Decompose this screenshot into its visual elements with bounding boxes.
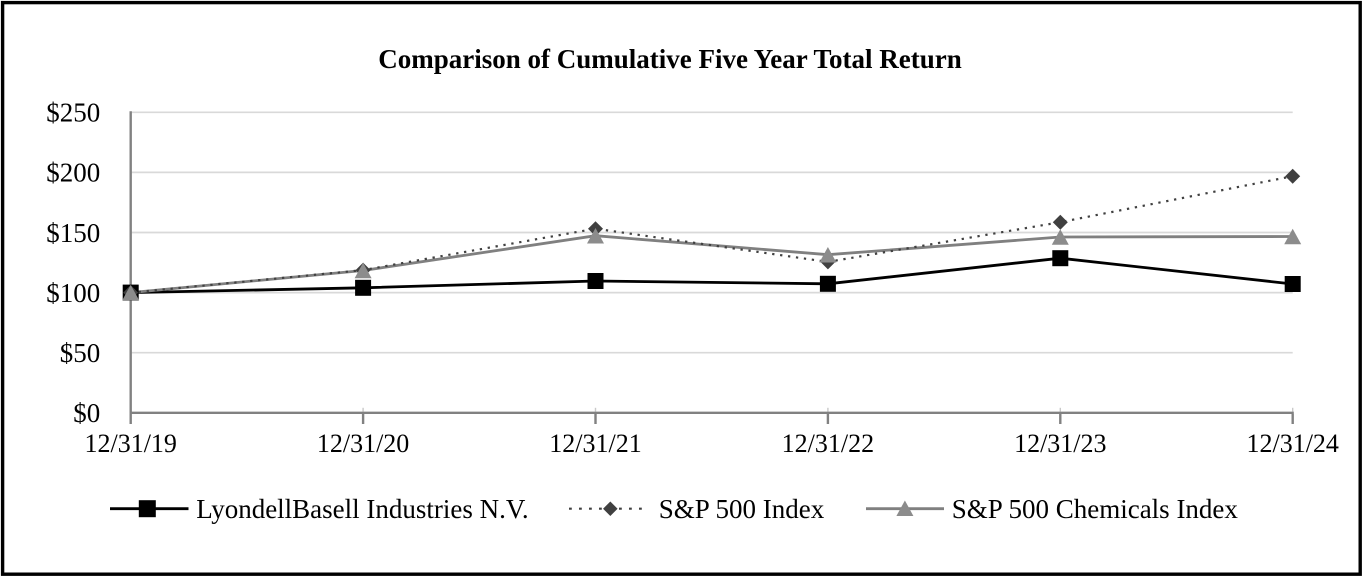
svg-text:$100: $100 [46,278,100,308]
svg-text:$200: $200 [46,158,100,188]
svg-text:12/31/20: 12/31/20 [317,429,409,458]
svg-text:Comparison of Cumulative Five: Comparison of Cumulative Five Year Total… [378,44,962,74]
svg-text:$250: $250 [46,98,100,128]
svg-text:12/31/23: 12/31/23 [1014,429,1106,458]
svg-text:$0: $0 [73,398,100,428]
svg-text:S&P 500 Index: S&P 500 Index [659,494,825,524]
svg-text:12/31/22: 12/31/22 [782,429,874,458]
svg-text:$50: $50 [60,338,101,368]
svg-text:12/31/21: 12/31/21 [549,429,641,458]
svg-text:$150: $150 [46,218,100,248]
svg-text:S&P 500 Chemicals Index: S&P 500 Chemicals Index [952,494,1239,524]
svg-text:12/31/19: 12/31/19 [84,429,176,458]
svg-text:12/31/24: 12/31/24 [1246,429,1338,458]
svg-text:LyondellBasell Industries N.V.: LyondellBasell Industries N.V. [196,494,528,524]
